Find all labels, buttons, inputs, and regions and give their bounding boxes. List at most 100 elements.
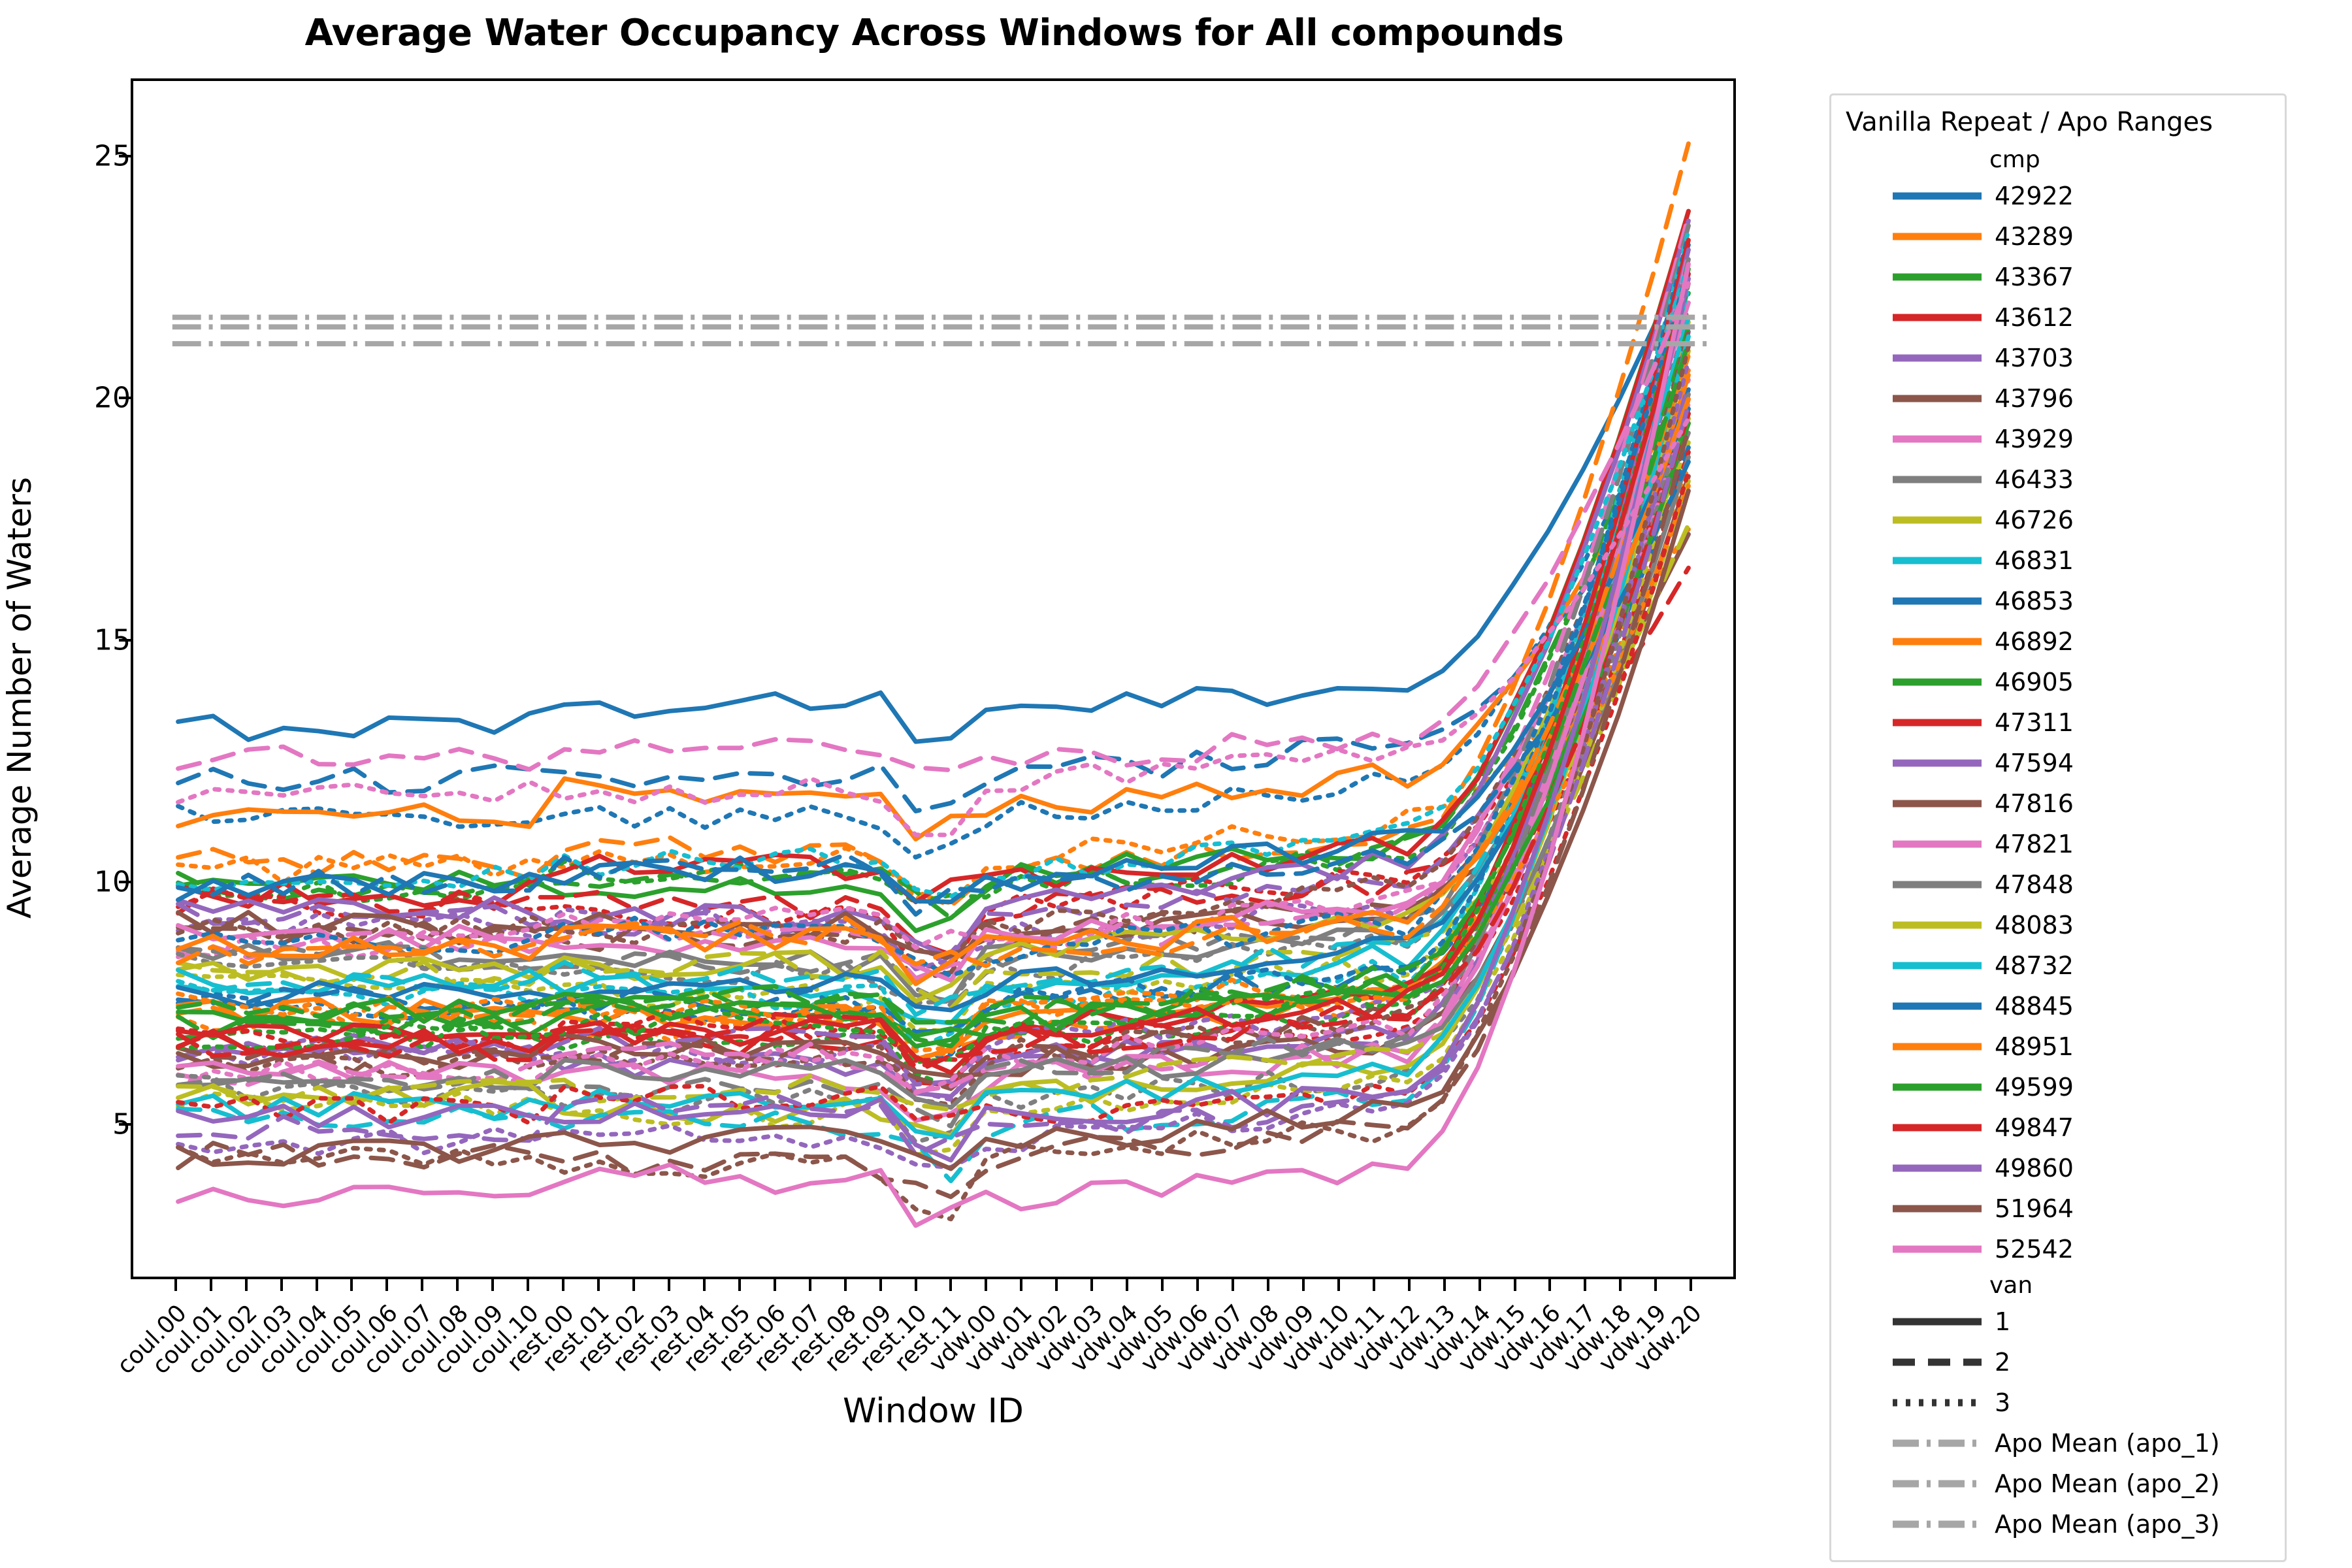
legend-item-compound[interactable]: 48083 bbox=[1843, 905, 2273, 945]
series-line bbox=[176, 257, 1691, 1129]
legend-item-label: 48951 bbox=[1995, 1032, 2074, 1061]
legend-color-swatch-icon bbox=[1891, 1237, 1983, 1262]
legend-item-compound[interactable]: 43929 bbox=[1843, 419, 2273, 459]
y-tick-mark bbox=[119, 397, 131, 400]
y-tick-label: 15 bbox=[94, 623, 131, 657]
legend-item-compound[interactable]: 46433 bbox=[1843, 459, 2273, 500]
legend-item-label: 46892 bbox=[1995, 627, 2074, 656]
legend-item-compound[interactable]: 52542 bbox=[1843, 1229, 2273, 1269]
series-line bbox=[176, 416, 1691, 813]
x-tick-mark bbox=[879, 1279, 882, 1291]
legend-van-rows: 1 2 3 bbox=[1843, 1301, 2273, 1423]
series-line bbox=[176, 261, 1691, 1228]
x-tick-mark bbox=[527, 1279, 530, 1291]
legend-item-compound[interactable]: 47848 bbox=[1843, 864, 2273, 905]
series-line bbox=[176, 401, 1691, 1096]
legend-item-compound[interactable]: 48845 bbox=[1843, 986, 2273, 1026]
legend-color-swatch-icon bbox=[1891, 913, 1983, 938]
x-tick-mark bbox=[1090, 1279, 1094, 1291]
legend-item-label: 51964 bbox=[1995, 1194, 2074, 1223]
legend-item-label: Apo Mean (apo_1) bbox=[1995, 1429, 2220, 1458]
x-tick-mark bbox=[244, 1279, 248, 1291]
x-tick-mark bbox=[1407, 1279, 1411, 1291]
legend-item-compound[interactable]: 51964 bbox=[1843, 1188, 2273, 1229]
legend-item-compound[interactable]: 49860 bbox=[1843, 1148, 2273, 1188]
legend-item-compound[interactable]: 43289 bbox=[1843, 216, 2273, 257]
legend-color-swatch-icon bbox=[1891, 265, 1983, 289]
series-line bbox=[176, 276, 1691, 1163]
legend-item-compound[interactable]: 47594 bbox=[1843, 743, 2273, 783]
legend-item-label: 43612 bbox=[1995, 303, 2074, 332]
legend-item-compound[interactable]: 46853 bbox=[1843, 581, 2273, 621]
legend-item-van-style[interactable]: 1 bbox=[1843, 1301, 2273, 1342]
legend-item-label: 3 bbox=[1995, 1388, 2011, 1417]
y-tick-mark bbox=[119, 881, 131, 884]
legend-item-label: 47594 bbox=[1995, 749, 2074, 777]
legend-item-compound[interactable]: 47311 bbox=[1843, 702, 2273, 743]
x-tick-mark bbox=[738, 1279, 741, 1291]
x-tick-mark bbox=[491, 1279, 495, 1291]
series-line bbox=[176, 522, 1691, 1011]
legend-item-compound[interactable]: 42922 bbox=[1843, 176, 2273, 216]
legend-item-compound[interactable]: 48732 bbox=[1843, 945, 2273, 986]
x-tick-mark bbox=[1372, 1279, 1375, 1291]
legend-item-compound[interactable]: 43703 bbox=[1843, 338, 2273, 378]
series-line bbox=[176, 478, 1691, 1113]
x-tick-mark bbox=[632, 1279, 635, 1291]
series-line bbox=[176, 214, 1691, 981]
legend-item-van-style[interactable]: 3 bbox=[1843, 1382, 2273, 1423]
legend-item-apo-mean[interactable]: Apo Mean (apo_1) bbox=[1843, 1423, 2273, 1463]
legend-item-label: 46905 bbox=[1995, 668, 2074, 696]
x-tick-mark bbox=[1020, 1279, 1023, 1291]
legend-item-label: 43289 bbox=[1995, 222, 2074, 251]
plot-svg bbox=[172, 141, 1708, 1228]
legend-item-compound[interactable]: 43796 bbox=[1843, 378, 2273, 419]
legend-item-label: 43367 bbox=[1995, 263, 2074, 291]
legend-color-swatch-icon bbox=[1891, 791, 1983, 816]
x-tick-mark bbox=[808, 1279, 811, 1291]
legend-item-van-style[interactable]: 2 bbox=[1843, 1342, 2273, 1382]
legend-item-compound[interactable]: 47816 bbox=[1843, 783, 2273, 824]
legend-color-swatch-icon bbox=[1891, 184, 1983, 208]
legend-color-swatch-icon bbox=[1891, 751, 1983, 776]
legend-item-compound[interactable]: 46905 bbox=[1843, 662, 2273, 702]
legend-color-swatch-icon bbox=[1891, 953, 1983, 978]
legend-item-compound[interactable]: 49599 bbox=[1843, 1067, 2273, 1107]
legend-item-label: 49860 bbox=[1995, 1154, 2074, 1183]
legend-item-compound[interactable]: 49847 bbox=[1843, 1107, 2273, 1148]
y-tick-mark bbox=[119, 638, 131, 642]
legend-item-compound[interactable]: 47821 bbox=[1843, 824, 2273, 864]
legend-item-apo-mean[interactable]: Apo Mean (apo_2) bbox=[1843, 1463, 2273, 1504]
series-line bbox=[176, 242, 1691, 744]
x-axis-label: Window ID bbox=[843, 1392, 1024, 1431]
x-tick-mark bbox=[456, 1279, 459, 1291]
x-tick-mark bbox=[843, 1279, 847, 1291]
series-line bbox=[176, 305, 1691, 962]
x-tick-mark bbox=[667, 1279, 670, 1291]
legend-item-compound[interactable]: 46892 bbox=[1843, 621, 2273, 662]
legend-item-label: 43796 bbox=[1995, 384, 2074, 413]
legend-item-compound[interactable]: 46726 bbox=[1843, 500, 2273, 540]
series-line bbox=[176, 358, 1691, 1170]
legend-item-compound[interactable]: 46831 bbox=[1843, 540, 2273, 581]
legend-item-compound[interactable]: 43612 bbox=[1843, 297, 2273, 338]
legend-item-label: 43929 bbox=[1995, 425, 2074, 453]
x-tick-mark bbox=[914, 1279, 917, 1291]
series-line bbox=[176, 334, 1691, 1140]
legend-item-label: 52542 bbox=[1995, 1235, 2074, 1264]
x-tick-mark bbox=[1548, 1279, 1552, 1291]
legend-item-apo-mean[interactable]: Apo Mean (apo_3) bbox=[1843, 1504, 2273, 1544]
series-line bbox=[176, 401, 1691, 1157]
legend-item-label: 2 bbox=[1995, 1348, 2011, 1377]
legend-item-compound[interactable]: 48951 bbox=[1843, 1026, 2273, 1067]
x-tick-mark bbox=[702, 1279, 706, 1291]
legend-color-swatch-icon bbox=[1891, 670, 1983, 694]
x-tick-mark bbox=[315, 1279, 318, 1291]
legend-color-swatch-icon bbox=[1891, 832, 1983, 857]
legend-item-label: 43703 bbox=[1995, 344, 2074, 372]
legend-item-compound[interactable]: 43367 bbox=[1843, 257, 2273, 297]
series-line bbox=[176, 421, 1691, 1049]
legend-item-label: 48083 bbox=[1995, 911, 2074, 939]
x-tick-mark bbox=[1055, 1279, 1058, 1291]
